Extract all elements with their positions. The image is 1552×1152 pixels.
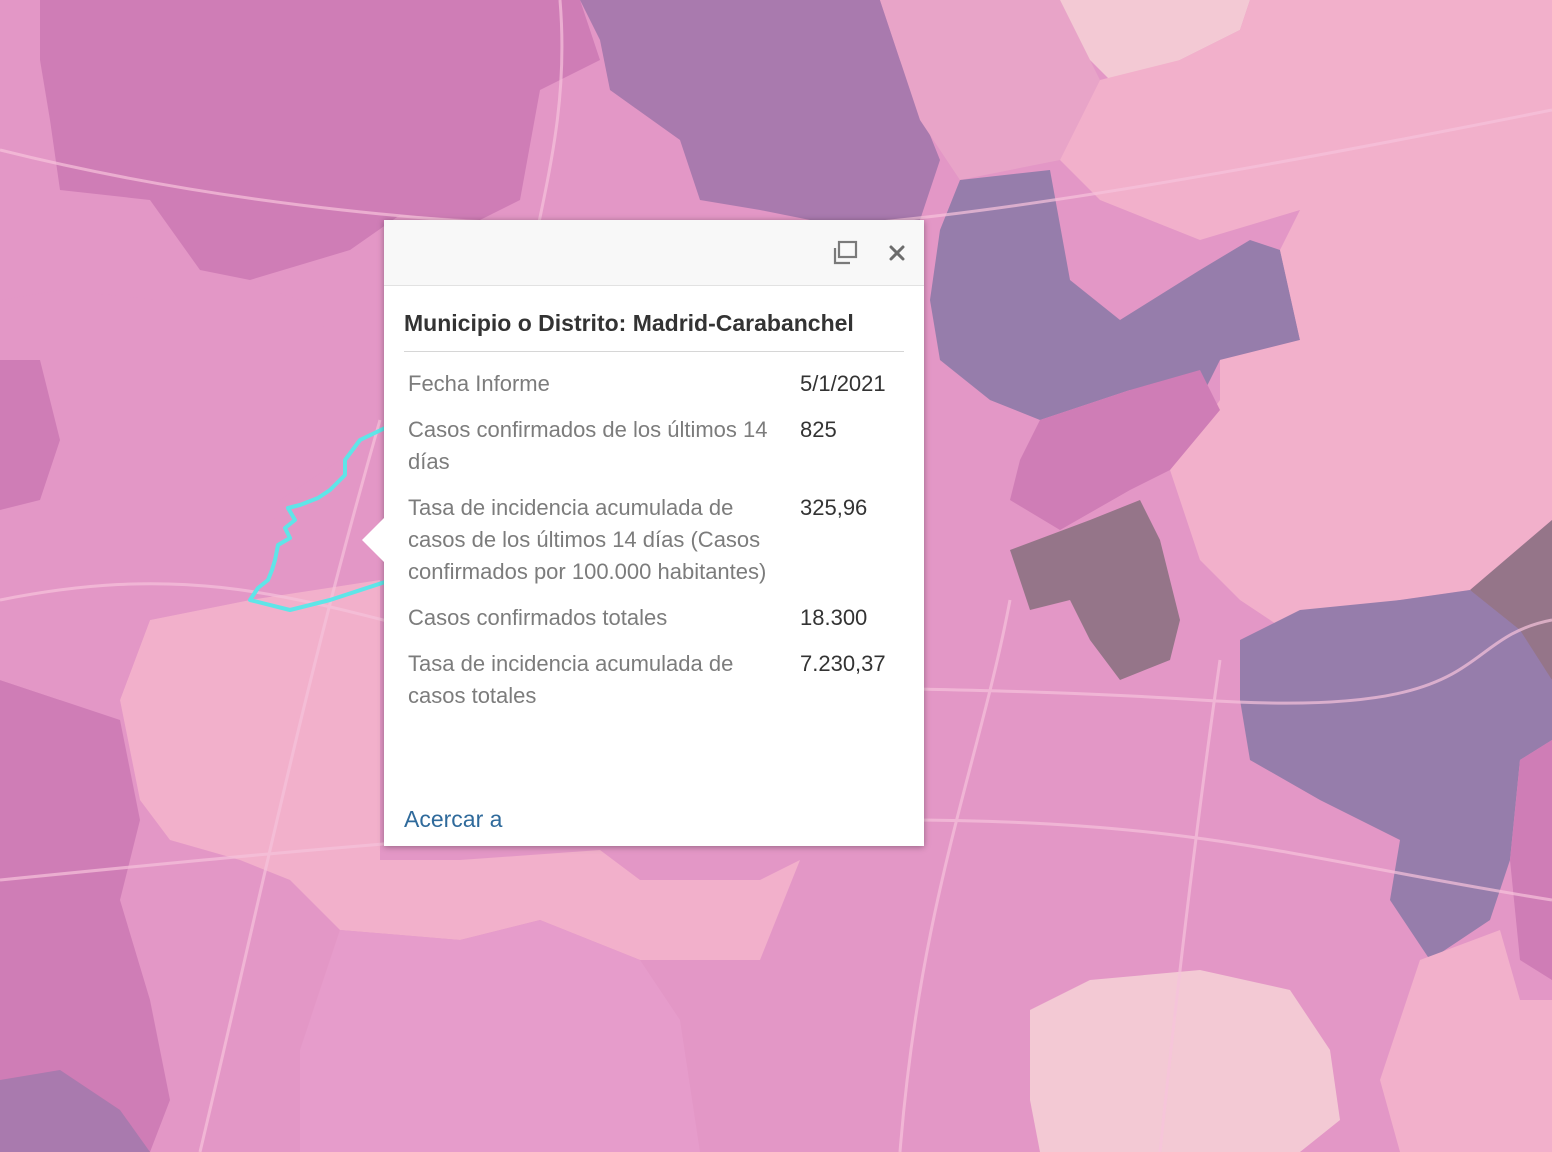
table-row: Tasa de incidencia acumulada de casos to… — [404, 648, 904, 726]
table-row: Tasa de incidencia acumulada de casos de… — [404, 492, 904, 602]
popup-title: Municipio o Distrito: Madrid-Carabanchel — [404, 286, 904, 352]
region-top-right[interactable] — [1060, 0, 1552, 260]
attribute-label: Casos confirmados de los últimos 14 días — [408, 417, 768, 474]
attribute-value: 825 — [800, 417, 837, 442]
attribute-value: 7.230,37 — [800, 651, 886, 676]
region-north-central[interactable] — [580, 0, 940, 230]
region-south-light-pink[interactable] — [120, 580, 800, 960]
attribute-value: 18.300 — [800, 605, 868, 630]
region-south-pale[interactable] — [1030, 970, 1340, 1152]
region-top-pale[interactable] — [1060, 0, 1250, 90]
region-violet-river[interactable] — [930, 170, 1300, 420]
region-southwest-purple[interactable] — [0, 1070, 150, 1152]
attribute-table: Fecha Informe 5/1/2021 Casos confirmados… — [404, 368, 904, 726]
region-south-light[interactable] — [1380, 930, 1552, 1152]
attribute-value: 325,96 — [800, 495, 868, 520]
popup-header — [384, 220, 924, 286]
dock-button[interactable] — [830, 238, 860, 268]
table-row: Fecha Informe 5/1/2021 — [404, 368, 904, 414]
close-icon — [889, 245, 905, 261]
region-dark-mauve-center[interactable] — [1010, 500, 1180, 680]
region-northwest[interactable] — [40, 0, 600, 280]
info-popup: Municipio o Distrito: Madrid-Carabanchel… — [362, 220, 924, 846]
region-dark-mauve-east[interactable] — [1470, 520, 1552, 680]
region-east-edge-magenta[interactable] — [1510, 740, 1552, 980]
zoom-to-link[interactable]: Acercar a — [404, 806, 503, 832]
region-left-magenta[interactable] — [0, 360, 60, 510]
attribute-label: Tasa de incidencia acumulada de casos to… — [408, 651, 734, 708]
region-east-pink[interactable] — [1170, 210, 1552, 640]
attribute-label: Tasa de incidencia acumulada de casos de… — [408, 495, 767, 584]
close-button[interactable] — [882, 238, 912, 268]
attribute-label: Casos confirmados totales — [408, 605, 668, 630]
popup-pointer — [362, 518, 384, 562]
region-center-east-magenta[interactable] — [1010, 370, 1220, 530]
region-southeast-violet[interactable] — [1240, 590, 1552, 960]
attribute-value: 5/1/2021 — [800, 371, 886, 396]
table-row: Casos confirmados de los últimos 14 días… — [404, 414, 904, 492]
region-west-pink[interactable] — [0, 280, 380, 700]
region-northeast-pink[interactable] — [880, 0, 1100, 180]
selected-district-outline — [248, 426, 386, 612]
popup-body: Municipio o Distrito: Madrid-Carabanchel… — [384, 286, 924, 726]
region-bottom-center[interactable] — [300, 920, 700, 1152]
attribute-label: Fecha Informe — [408, 371, 550, 396]
region-west-magenta[interactable] — [0, 680, 170, 1152]
table-row: Casos confirmados totales 18.300 — [404, 602, 904, 648]
dock-icon — [833, 240, 858, 265]
